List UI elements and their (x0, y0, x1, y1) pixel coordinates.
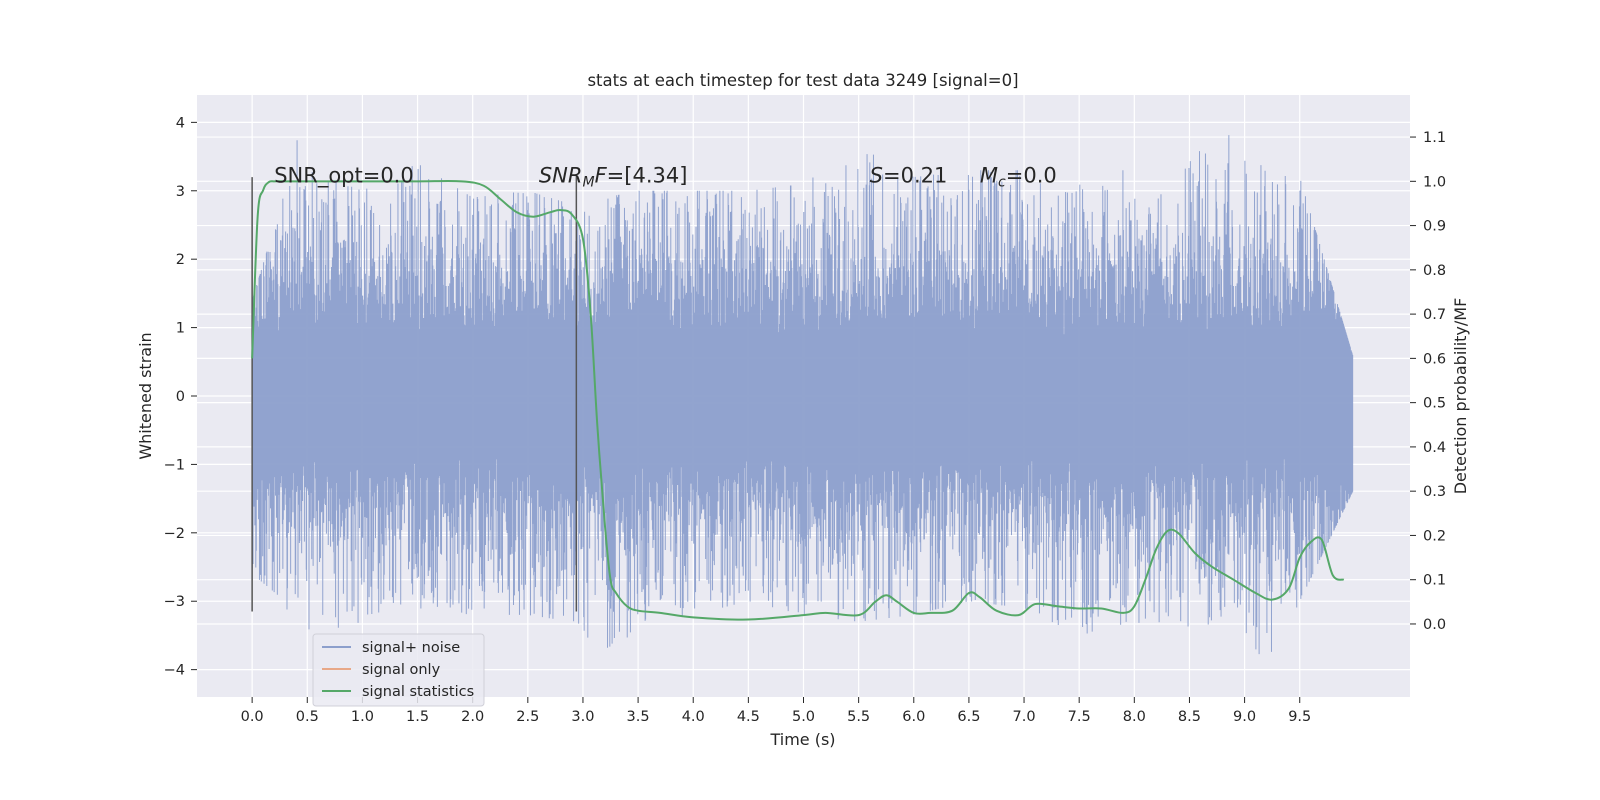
x-tick-label-17: 8.5 (1178, 709, 1201, 725)
x-tick-label-6: 3.0 (571, 709, 594, 725)
y-right-tick-label-9: 0.2 (1423, 528, 1446, 544)
y-tick-label-2: 2 (176, 252, 185, 268)
x-tick-label-1: 0.5 (296, 709, 319, 725)
y-right-tick-label-2: 0.9 (1423, 219, 1446, 235)
legend-label-signal-statistics: signal statistics (362, 684, 474, 700)
y-right-tick-label-0: 1.1 (1423, 130, 1446, 146)
y-tick-label-3: 1 (176, 321, 185, 337)
annotation-mc_stat: Mc=0.0 (980, 163, 1057, 190)
legend: signal+ noise signal only signal statist… (312, 633, 485, 707)
x-tick-label-14: 7.0 (1013, 709, 1036, 725)
annotations: SNR_opt=0.0 SNRMF=[4.34] S=0.21 Mc=0.0 (274, 163, 1057, 190)
x-tick-label-4: 2.0 (461, 709, 484, 725)
x-axis-label: Time (s) (769, 730, 835, 749)
y-tick-label-4: 0 (176, 389, 185, 405)
y-right-tick-label-1: 1.0 (1423, 174, 1446, 190)
y-right-tick-label-11: 0.0 (1423, 617, 1446, 633)
x-tick-label-15: 7.5 (1068, 709, 1091, 725)
y-tick-label-5: −1 (164, 457, 185, 473)
x-tick-label-13: 6.5 (957, 709, 980, 725)
vertical-markers (251, 177, 578, 612)
y-right-tick-label-8: 0.3 (1423, 484, 1446, 500)
x-tick-label-11: 5.5 (847, 709, 870, 725)
x-tick-label-0: 0.0 (241, 709, 264, 725)
x-tick-label-9: 4.5 (737, 709, 760, 725)
x-tick-label-18: 9.0 (1233, 709, 1256, 725)
annotation-s_stat: S=0.21 (870, 163, 948, 187)
y-right-axis-label: Detection probability/MF (1451, 298, 1470, 495)
y-tick-label-1: 3 (176, 184, 185, 200)
x-tick-label-7: 3.5 (627, 709, 650, 725)
y-tick-label-7: −3 (164, 594, 185, 610)
x-tick-label-3: 1.5 (406, 709, 429, 725)
chart-title: stats at each timestep for test data 324… (587, 71, 1018, 90)
y-right-tick-label-4: 0.7 (1423, 307, 1446, 323)
legend-label-signal-only: signal only (362, 662, 441, 678)
x-tick-label-12: 6.0 (902, 709, 925, 725)
y-axis-label: Whitened strain (136, 332, 155, 459)
legend-label-signal-noise: signal+ noise (362, 640, 460, 656)
x-ticks: 0.0 0.5 1.0 1.5 2.0 2.5 3.0 3.5 4.0 4.5 5.0 5.5 6.0 6… (241, 697, 1311, 725)
y-right-tick-label-7: 0.4 (1423, 440, 1446, 456)
legend-box (312, 633, 485, 707)
x-tick-label-19: 9.5 (1288, 709, 1311, 725)
annotation-snr_mf: SNRMF=[4.34] (539, 163, 688, 190)
y-tick-label-8: −4 (164, 663, 185, 679)
x-tick-label-5: 2.5 (516, 709, 539, 725)
y-right-ticks: 1.1 1.0 0.9 0.8 0.7 0.6 0.5 0.4 0.3 0.2 0.1 0.0 (1410, 130, 1446, 633)
y-right-tick-label-10: 0.1 (1423, 573, 1446, 589)
y-tick-label-6: −2 (164, 526, 185, 542)
signal-statistics-line (251, 179, 1345, 621)
x-tick-label-8: 4.0 (682, 709, 705, 725)
signal-statistics-series (251, 179, 1345, 621)
x-tick-label-10: 5.0 (792, 709, 815, 725)
y-right-tick-label-3: 0.8 (1423, 263, 1446, 279)
annotation-snr_opt: SNR_opt=0.0 (274, 163, 414, 188)
y-right-tick-label-6: 0.5 (1423, 396, 1446, 412)
y-tick-label-0: 4 (176, 115, 185, 131)
y-right-tick-label-5: 0.6 (1423, 351, 1446, 367)
x-tick-label-16: 8.0 (1123, 709, 1146, 725)
x-tick-label-2: 1.0 (351, 709, 374, 725)
y-ticks: 4 3 2 1 0 −1 −2 −3 −4 (164, 115, 197, 679)
